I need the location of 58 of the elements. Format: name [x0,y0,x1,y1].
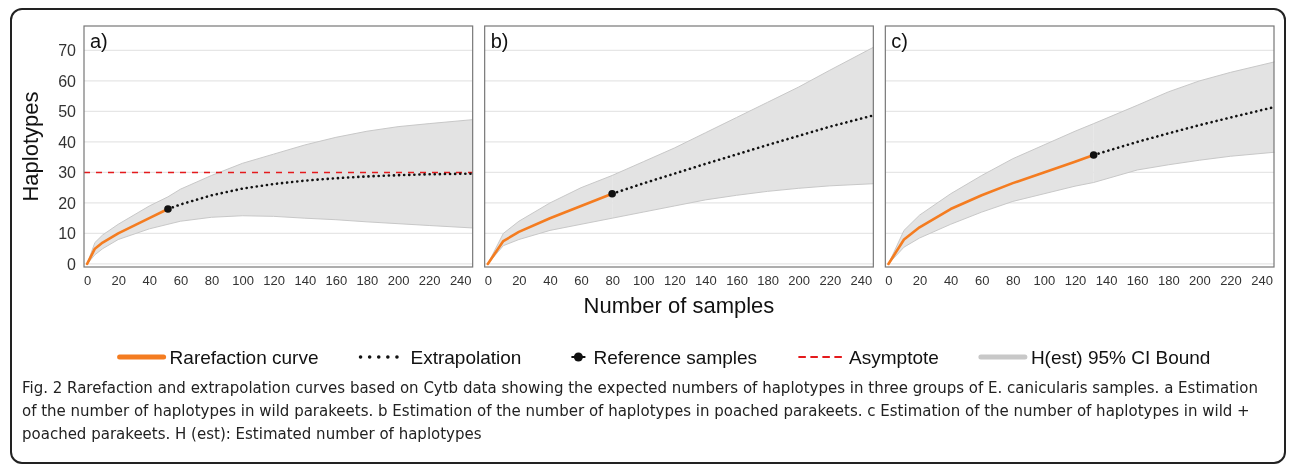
x-tick-label: 120 [1064,273,1087,289]
x-tick-label: 100 [1033,273,1056,289]
x-tick-label: 0 [885,273,893,289]
x-tick-label: 60 [974,273,990,289]
x-tick-label: 80 [605,273,620,289]
x-tick-label: 180 [1157,273,1180,289]
y-tick-label: 30 [58,164,77,182]
x-tick-label: 160 [325,273,348,289]
y-tick-label: 60 [58,72,77,90]
annotation: b) [490,30,509,52]
y-tick-label: 40 [58,133,77,151]
x-tick-label: 140 [695,273,717,289]
x-tick-label: 220 [418,273,441,289]
x-axis-title: Number of samples [583,293,775,318]
x-tick-label: 0 [83,273,92,289]
x-tick-label: 100 [632,273,655,289]
x-tick-label: 20 [512,273,527,289]
x-tick-label: 60 [173,273,189,289]
x-tick-label: 220 [819,273,842,289]
x-tick-label: 140 [1095,273,1118,289]
x-tick-label: 20 [111,273,126,289]
legend-label: H(est) 95% CI Bound [1030,347,1211,368]
x-tick-label: 40 [142,273,158,289]
annotation: a) [90,30,108,52]
x-tick-label: 20 [912,273,928,289]
x-tick-label: 180 [757,273,779,289]
x-tick-label: 120 [663,273,686,289]
x-tick-label: 200 [387,273,410,289]
x-tick-label: 40 [543,273,558,289]
annotation: c) [891,30,909,52]
x-tick-label: 220 [1220,273,1242,289]
x-tick-label: 0 [484,273,492,289]
legend-label: Extrapolation [410,347,522,368]
y-tick-label: 10 [58,225,77,243]
caption: Fig. 2 Rarefaction and extrapolation curves based on Cytb data showing the expected numbers of haplotypes in three groups of E. canicularis samples. a Estimation of the number of haplotypes in wild parakeets. b Estimation of the number of haplotypes in poached parakeets. c Estimation of the number of haplotypes in wild + poached parakeets. H (est): Estimated number of haplotypes [22,378,1259,445]
y-tick-label: 50 [58,103,77,121]
x-tick-label: 40 [943,273,959,289]
x-tick-label: 60 [574,273,589,289]
x-tick-label: 200 [1189,273,1211,289]
x-tick-label: 200 [788,273,811,289]
x-tick-label: 80 [204,273,220,289]
x-tick-label: 160 [1126,273,1149,289]
legend-label: Asymptote [849,347,939,368]
x-tick-label: 240 [1251,273,1273,289]
y-tick-label: 20 [58,194,77,212]
y-tick-label: 70 [58,42,77,60]
x-tick-label: 240 [850,273,873,289]
legend-label: Reference samples [593,347,758,368]
x-tick-label: 80 [1006,273,1021,289]
x-tick-label: 160 [726,273,748,289]
x-tick-label: 140 [294,273,317,289]
legend-label: Rarefaction curve [169,347,319,368]
x-tick-label: 100 [232,273,254,289]
x-tick-label: 240 [449,273,472,289]
y-axis-title: Haplotypes [18,91,43,202]
y-tick-label: 0 [67,255,77,273]
x-tick-label: 180 [356,273,379,289]
x-tick-label: 120 [263,273,286,289]
